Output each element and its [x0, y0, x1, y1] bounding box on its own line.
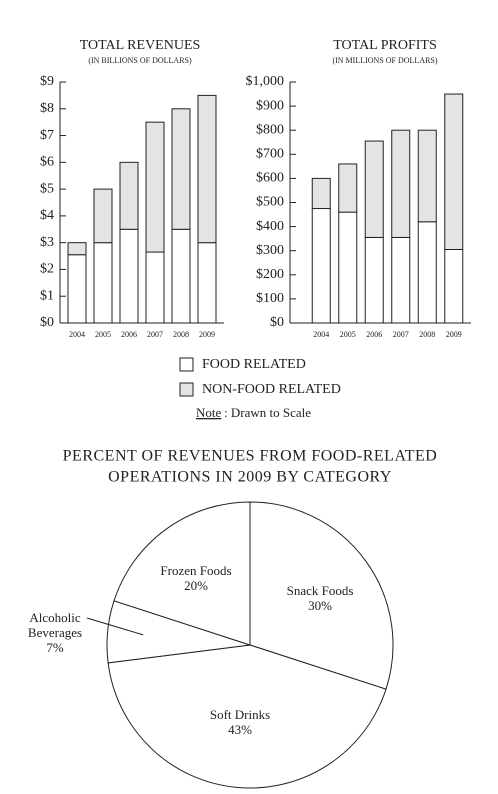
- y-tick-label: $700: [256, 147, 284, 162]
- legend-swatch: [179, 357, 194, 372]
- bar-segment: [311, 177, 331, 210]
- x-tick-label: 2008: [173, 330, 189, 339]
- bar-segment: [338, 211, 358, 324]
- slice-label: Frozen Foods: [160, 563, 232, 578]
- x-tick-label: 2004: [313, 330, 329, 339]
- bar-segment: [197, 242, 217, 324]
- chart-subtitle: (IN MILLIONS OF DOLLARS): [332, 56, 437, 65]
- slice-value: 30%: [308, 598, 332, 613]
- y-tick-label: $100: [256, 291, 284, 306]
- y-tick-label: $500: [256, 195, 284, 210]
- chart-title: TOTAL REVENUES: [80, 38, 201, 53]
- bar-segment: [145, 121, 165, 253]
- bar-segment: [119, 228, 139, 324]
- bar-segment: [364, 236, 384, 324]
- y-tick-label: $200: [256, 267, 284, 282]
- note-label: Note: [196, 405, 222, 420]
- bar-segment: [119, 161, 139, 230]
- y-tick-label: $600: [256, 171, 284, 186]
- x-tick-label: 2006: [366, 330, 382, 339]
- bar-segment: [444, 93, 464, 250]
- slice-label: Soft Drinks: [209, 707, 271, 722]
- bar-segment: [417, 221, 437, 324]
- pie-slice: [249, 501, 394, 690]
- bar-segment: [338, 163, 358, 213]
- y-tick-label: $0: [40, 315, 54, 330]
- note-text: : Drawn to Scale: [224, 405, 311, 420]
- x-tick-label: 2004: [69, 330, 85, 339]
- y-tick-label: $5: [40, 181, 54, 196]
- legend-label: NON-FOOD RELATED: [202, 382, 341, 397]
- x-tick-label: 2009: [446, 330, 462, 339]
- bar-segment: [391, 129, 411, 238]
- x-tick-label: 2007: [393, 330, 409, 339]
- x-tick-label: 2005: [340, 330, 356, 339]
- x-tick-label: 2006: [121, 330, 137, 339]
- pie-slice: [113, 501, 251, 646]
- chart-title: TOTAL PROFITS: [333, 38, 437, 53]
- bar-segment: [145, 251, 165, 324]
- bar-segment: [417, 129, 437, 223]
- pie-slice: [107, 644, 387, 789]
- y-tick-label: $7: [40, 128, 54, 143]
- x-tick-label: 2009: [199, 330, 215, 339]
- bar-segment: [67, 242, 87, 256]
- bar-segment: [197, 94, 217, 244]
- bar-segment: [391, 236, 411, 324]
- x-tick-label: 2007: [147, 330, 163, 339]
- slice-label: Alcoholic Beverages: [27, 610, 83, 640]
- y-tick-label: $4: [40, 208, 54, 223]
- x-tick-label: 2005: [95, 330, 111, 339]
- bar-segment: [364, 140, 384, 238]
- y-tick-label: $0: [270, 315, 284, 330]
- slice-value: 20%: [184, 578, 208, 593]
- slice-value: 7%: [46, 640, 64, 655]
- legend-swatch: [179, 382, 194, 397]
- leader-line: [86, 617, 144, 636]
- bar-segment: [93, 188, 113, 244]
- y-tick-label: $800: [256, 122, 284, 137]
- x-tick-label: 2008: [419, 330, 435, 339]
- y-tick-label: $3: [40, 235, 54, 250]
- bar-segment: [171, 228, 191, 324]
- y-tick-label: $1,000: [246, 74, 285, 89]
- bar-segment: [171, 108, 191, 230]
- y-tick-label: $9: [40, 74, 54, 89]
- slice-label: Snack Foods: [286, 583, 354, 598]
- bar-segment: [67, 254, 87, 324]
- slice-value: 43%: [228, 722, 252, 737]
- y-tick-label: $400: [256, 219, 284, 234]
- bar-segment: [93, 242, 113, 324]
- chart-subtitle: (IN BILLIONS OF DOLLARS): [88, 56, 192, 65]
- chart-title: OPERATIONS IN 2009 BY CATEGORY: [108, 469, 392, 486]
- chart-title: PERCENT OF REVENUES FROM FOOD-RELATED: [63, 448, 438, 465]
- bar-segment: [444, 248, 464, 324]
- y-tick-label: $300: [256, 243, 284, 258]
- legend-label: FOOD RELATED: [202, 357, 306, 372]
- bar-segment: [311, 208, 331, 324]
- y-tick-label: $900: [256, 98, 284, 113]
- y-tick-label: $6: [40, 155, 54, 170]
- y-tick-label: $8: [40, 101, 54, 116]
- y-tick-label: $1: [40, 288, 54, 303]
- y-tick-label: $2: [40, 262, 54, 277]
